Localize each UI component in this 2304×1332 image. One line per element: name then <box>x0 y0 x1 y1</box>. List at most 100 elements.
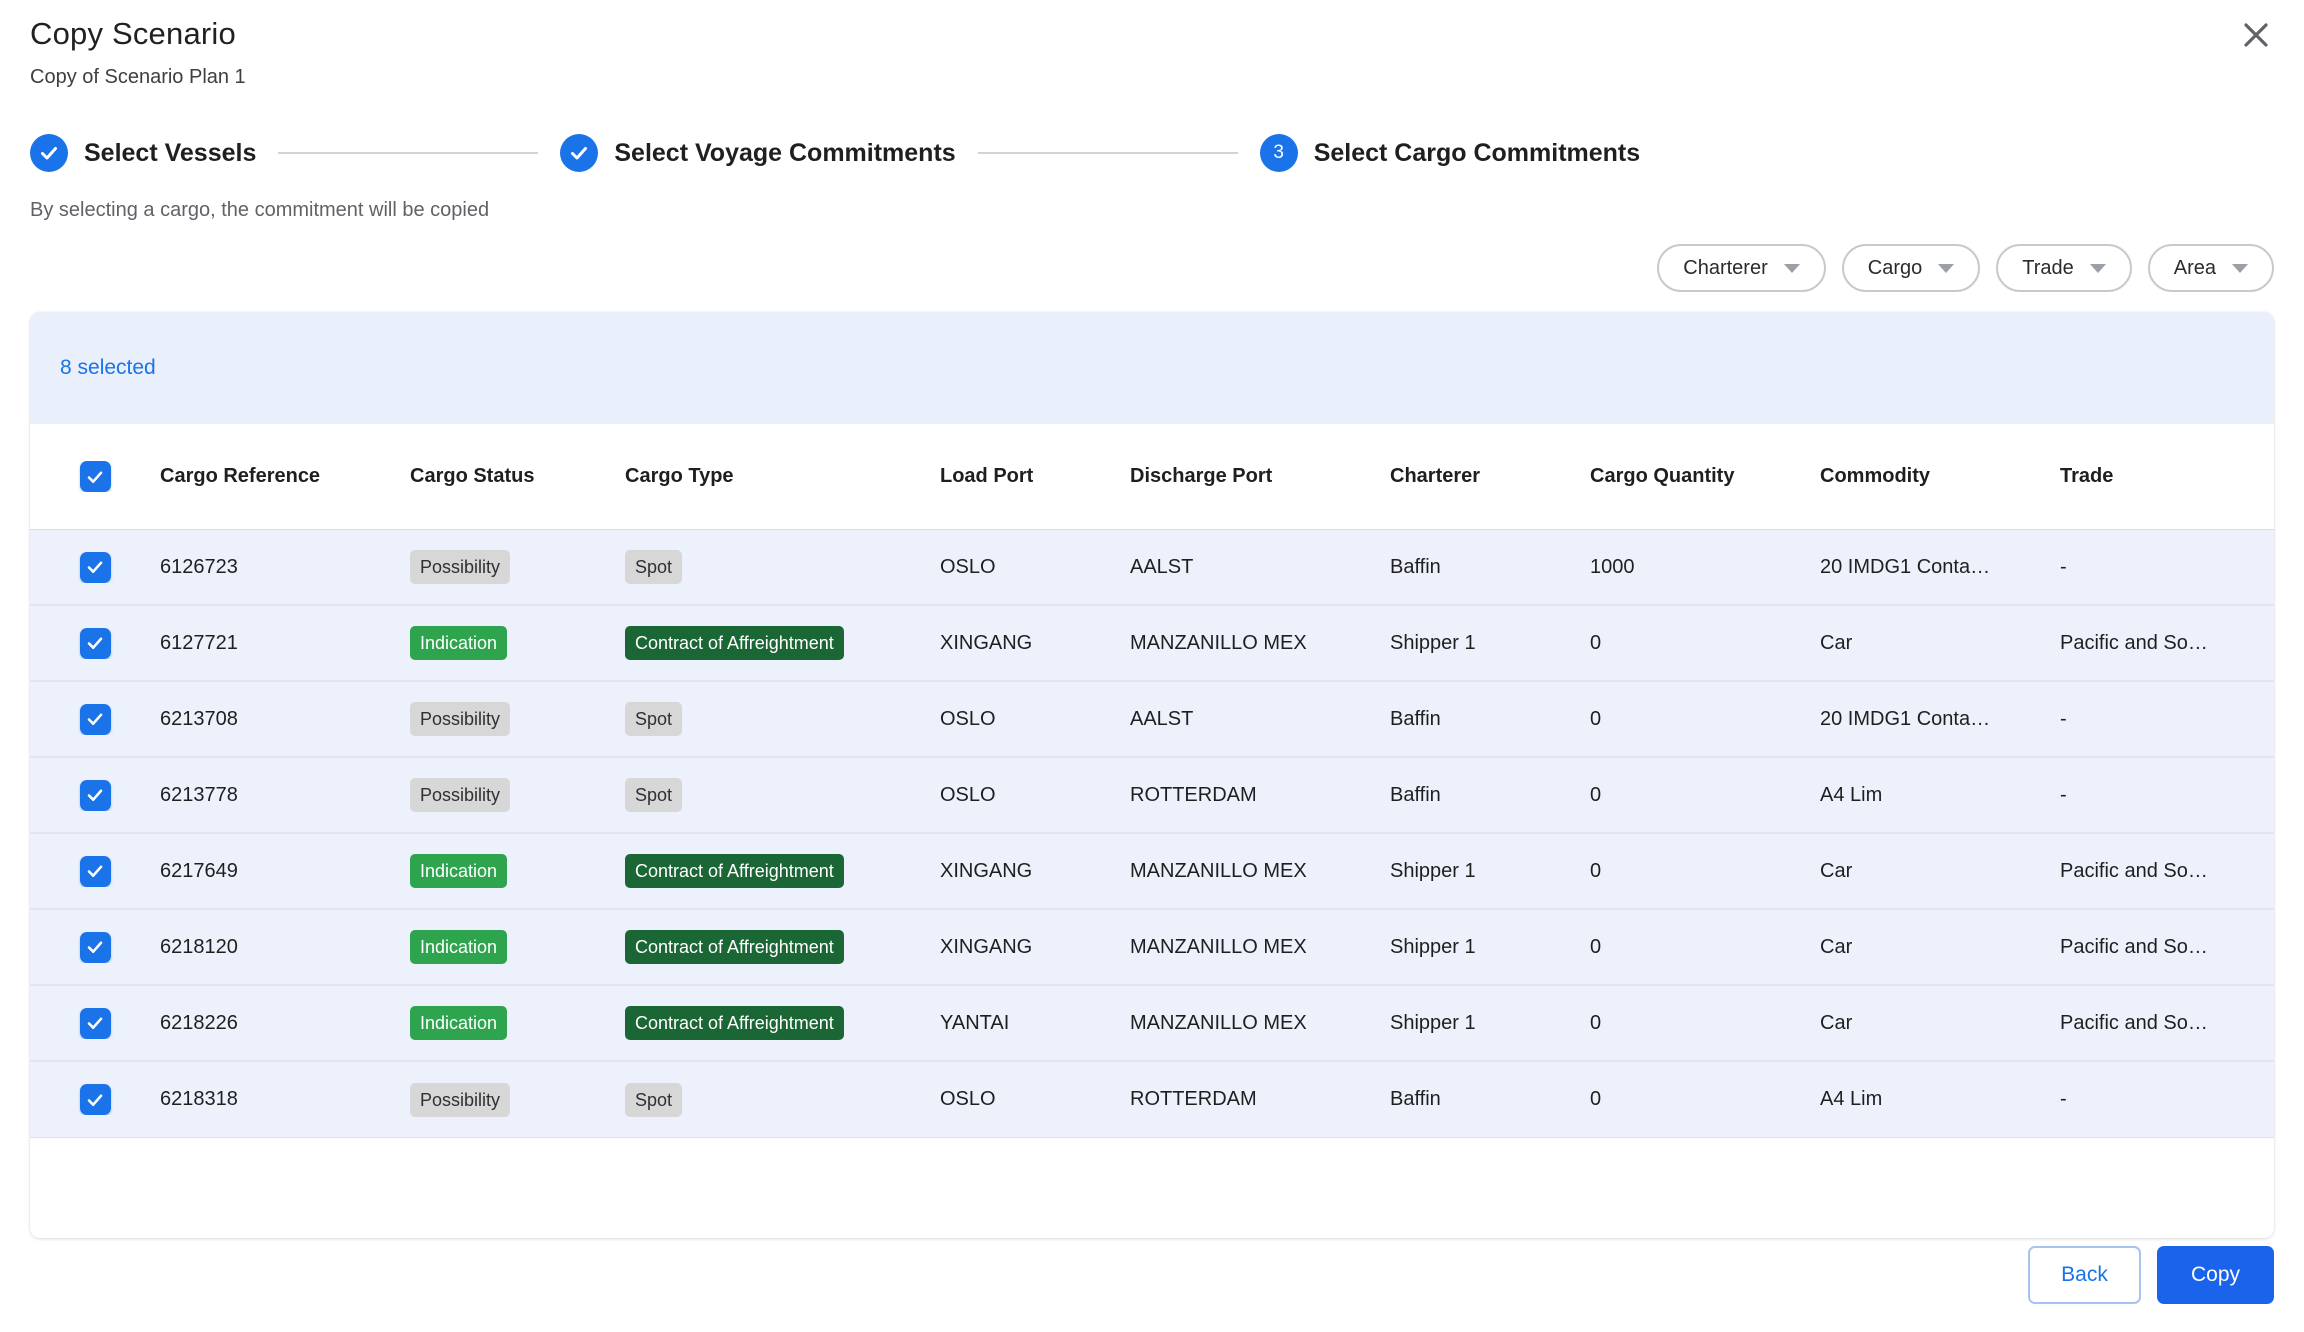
trade-value: - <box>2060 708 2067 730</box>
row-checkbox[interactable] <box>30 552 160 583</box>
row-checkbox[interactable] <box>30 704 160 735</box>
cell-charterer: Baffin <box>1390 784 1590 807</box>
commodity-value: A4 Lim <box>1820 1088 1882 1110</box>
cell-charterer: Baffin <box>1390 1088 1590 1111</box>
back-button[interactable]: Back <box>2028 1246 2141 1304</box>
trade-value: Pacific and So… <box>2060 632 2208 654</box>
table-header-row: Cargo Reference Cargo Status Cargo Type … <box>30 424 2274 530</box>
load-port-value: XINGANG <box>940 632 1032 654</box>
row-checkbox[interactable] <box>30 780 160 811</box>
trade-value: - <box>2060 1088 2067 1110</box>
status-badge: Possibility <box>410 1083 510 1117</box>
status-badge: Indication <box>410 626 507 660</box>
discharge-port-value: ROTTERDAM <box>1130 784 1257 806</box>
cell-charterer: Shipper 1 <box>1390 936 1590 959</box>
cell-cargo-quantity: 0 <box>1590 632 1820 655</box>
table-row[interactable]: 6213778 Possibility Spot OSLO ROTTERDAM … <box>30 758 2274 834</box>
commodity-value: Car <box>1820 860 1852 882</box>
cell-commodity: Car <box>1820 936 2060 959</box>
cell-cargo-status: Possibility <box>410 550 625 584</box>
row-checkbox[interactable] <box>30 932 160 963</box>
table-row[interactable]: 6217649 Indication Contract of Affreight… <box>30 834 2274 910</box>
table-row[interactable]: 6213708 Possibility Spot OSLO AALST Baff… <box>30 682 2274 758</box>
cell-discharge-port: ROTTERDAM <box>1130 1088 1390 1111</box>
checkbox-checked-icon <box>80 704 111 735</box>
cargo-reference-value: 6213708 <box>160 708 238 730</box>
row-checkbox[interactable] <box>30 628 160 659</box>
cell-discharge-port: MANZANILLO MEX <box>1130 632 1390 655</box>
cell-load-port: YANTAI <box>940 1012 1130 1035</box>
cargo-reference-value: 6127721 <box>160 632 238 654</box>
cell-commodity: A4 Lim <box>1820 1088 2060 1111</box>
load-port-value: OSLO <box>940 1088 996 1110</box>
cell-cargo-reference: 6218226 <box>160 1012 410 1035</box>
commodity-value: Car <box>1820 1012 1852 1034</box>
cell-cargo-quantity: 0 <box>1590 860 1820 883</box>
step-select-vessels[interactable]: Select Vessels <box>30 134 256 172</box>
cell-cargo-status: Possibility <box>410 1083 625 1117</box>
cell-discharge-port: MANZANILLO MEX <box>1130 1012 1390 1035</box>
dialog-header: Copy Scenario Copy of Scenario Plan 1 <box>0 0 2304 89</box>
filter-area[interactable]: Area <box>2148 244 2274 292</box>
cell-cargo-type: Contract of Affreightment <box>625 1006 940 1040</box>
step-number-badge: 3 <box>1260 134 1298 172</box>
checkbox-checked-icon <box>80 856 111 887</box>
table-row[interactable]: 6218226 Indication Contract of Affreight… <box>30 986 2274 1062</box>
cell-commodity: 20 IMDG1 Conta… <box>1820 556 2060 579</box>
cell-charterer: Shipper 1 <box>1390 632 1590 655</box>
cell-discharge-port: MANZANILLO MEX <box>1130 936 1390 959</box>
table-row[interactable]: 6218120 Indication Contract of Affreight… <box>30 910 2274 986</box>
row-checkbox[interactable] <box>30 1084 160 1115</box>
cell-load-port: OSLO <box>940 1088 1130 1111</box>
step-select-voyage-commitments[interactable]: Select Voyage Commitments <box>560 134 955 172</box>
discharge-port-value: MANZANILLO MEX <box>1130 936 1307 958</box>
cell-cargo-type: Contract of Affreightment <box>625 854 940 888</box>
copy-button[interactable]: Copy <box>2157 1246 2274 1304</box>
cell-cargo-quantity: 0 <box>1590 1088 1820 1111</box>
cell-load-port: OSLO <box>940 708 1130 731</box>
copy-scenario-dialog: Copy Scenario Copy of Scenario Plan 1 Se… <box>0 0 2304 1332</box>
cell-cargo-quantity: 0 <box>1590 784 1820 807</box>
checkbox-checked-icon <box>80 780 111 811</box>
cell-trade: Pacific and So… <box>2060 936 2274 959</box>
type-badge: Spot <box>625 702 682 736</box>
charterer-value: Shipper 1 <box>1390 1012 1476 1034</box>
select-all-checkbox[interactable] <box>30 461 160 492</box>
filter-charterer[interactable]: Charterer <box>1657 244 1825 292</box>
checkbox-checked-icon <box>80 552 111 583</box>
cell-discharge-port: AALST <box>1130 556 1390 579</box>
table-row[interactable]: 6218318 Possibility Spot OSLO ROTTERDAM … <box>30 1062 2274 1138</box>
table-row[interactable]: 6126723 Possibility Spot OSLO AALST Baff… <box>30 530 2274 606</box>
filter-cargo[interactable]: Cargo <box>1842 244 1980 292</box>
cell-cargo-reference: 6218120 <box>160 936 410 959</box>
charterer-value: Baffin <box>1390 708 1441 730</box>
filter-row: Charterer Cargo Trade Area <box>0 244 2304 292</box>
step-label: Select Voyage Commitments <box>614 139 955 168</box>
cell-charterer: Baffin <box>1390 708 1590 731</box>
commodity-value: 20 IMDG1 Conta… <box>1820 556 1990 578</box>
cell-trade: - <box>2060 708 2274 731</box>
column-header-cargo-type: Cargo Type <box>625 461 940 492</box>
cell-trade: Pacific and So… <box>2060 632 2274 655</box>
filter-trade[interactable]: Trade <box>1996 244 2132 292</box>
charterer-value: Baffin <box>1390 784 1441 806</box>
row-checkbox[interactable] <box>30 856 160 887</box>
close-button[interactable] <box>2234 14 2278 58</box>
trade-value: - <box>2060 784 2067 806</box>
step-select-cargo-commitments[interactable]: 3 Select Cargo Commitments <box>1260 134 1640 172</box>
cell-cargo-reference: 6218318 <box>160 1088 410 1111</box>
type-badge: Spot <box>625 1083 682 1117</box>
cell-cargo-status: Possibility <box>410 778 625 812</box>
filter-label: Charterer <box>1683 257 1767 280</box>
row-checkbox[interactable] <box>30 1008 160 1039</box>
stepper: Select Vessels Select Voyage Commitments… <box>0 131 2304 175</box>
cell-cargo-reference: 6217649 <box>160 860 410 883</box>
cell-discharge-port: ROTTERDAM <box>1130 784 1390 807</box>
cell-load-port: XINGANG <box>940 936 1130 959</box>
cell-cargo-reference: 6213708 <box>160 708 410 731</box>
type-badge: Spot <box>625 550 682 584</box>
cargo-quantity-value: 0 <box>1590 1088 1601 1110</box>
cell-load-port: OSLO <box>940 556 1130 579</box>
table-row[interactable]: 6127721 Indication Contract of Affreight… <box>30 606 2274 682</box>
cell-discharge-port: MANZANILLO MEX <box>1130 860 1390 883</box>
